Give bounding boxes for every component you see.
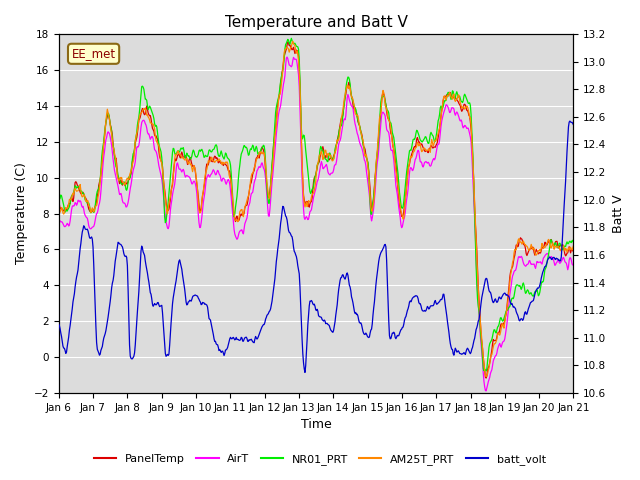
Legend: PanelTemp, AirT, NR01_PRT, AM25T_PRT, batt_volt: PanelTemp, AirT, NR01_PRT, AM25T_PRT, ba… — [90, 450, 550, 469]
X-axis label: Time: Time — [301, 419, 332, 432]
Title: Temperature and Batt V: Temperature and Batt V — [225, 15, 408, 30]
Y-axis label: Batt V: Batt V — [612, 194, 625, 233]
Text: EE_met: EE_met — [72, 48, 116, 60]
Y-axis label: Temperature (C): Temperature (C) — [15, 163, 28, 264]
